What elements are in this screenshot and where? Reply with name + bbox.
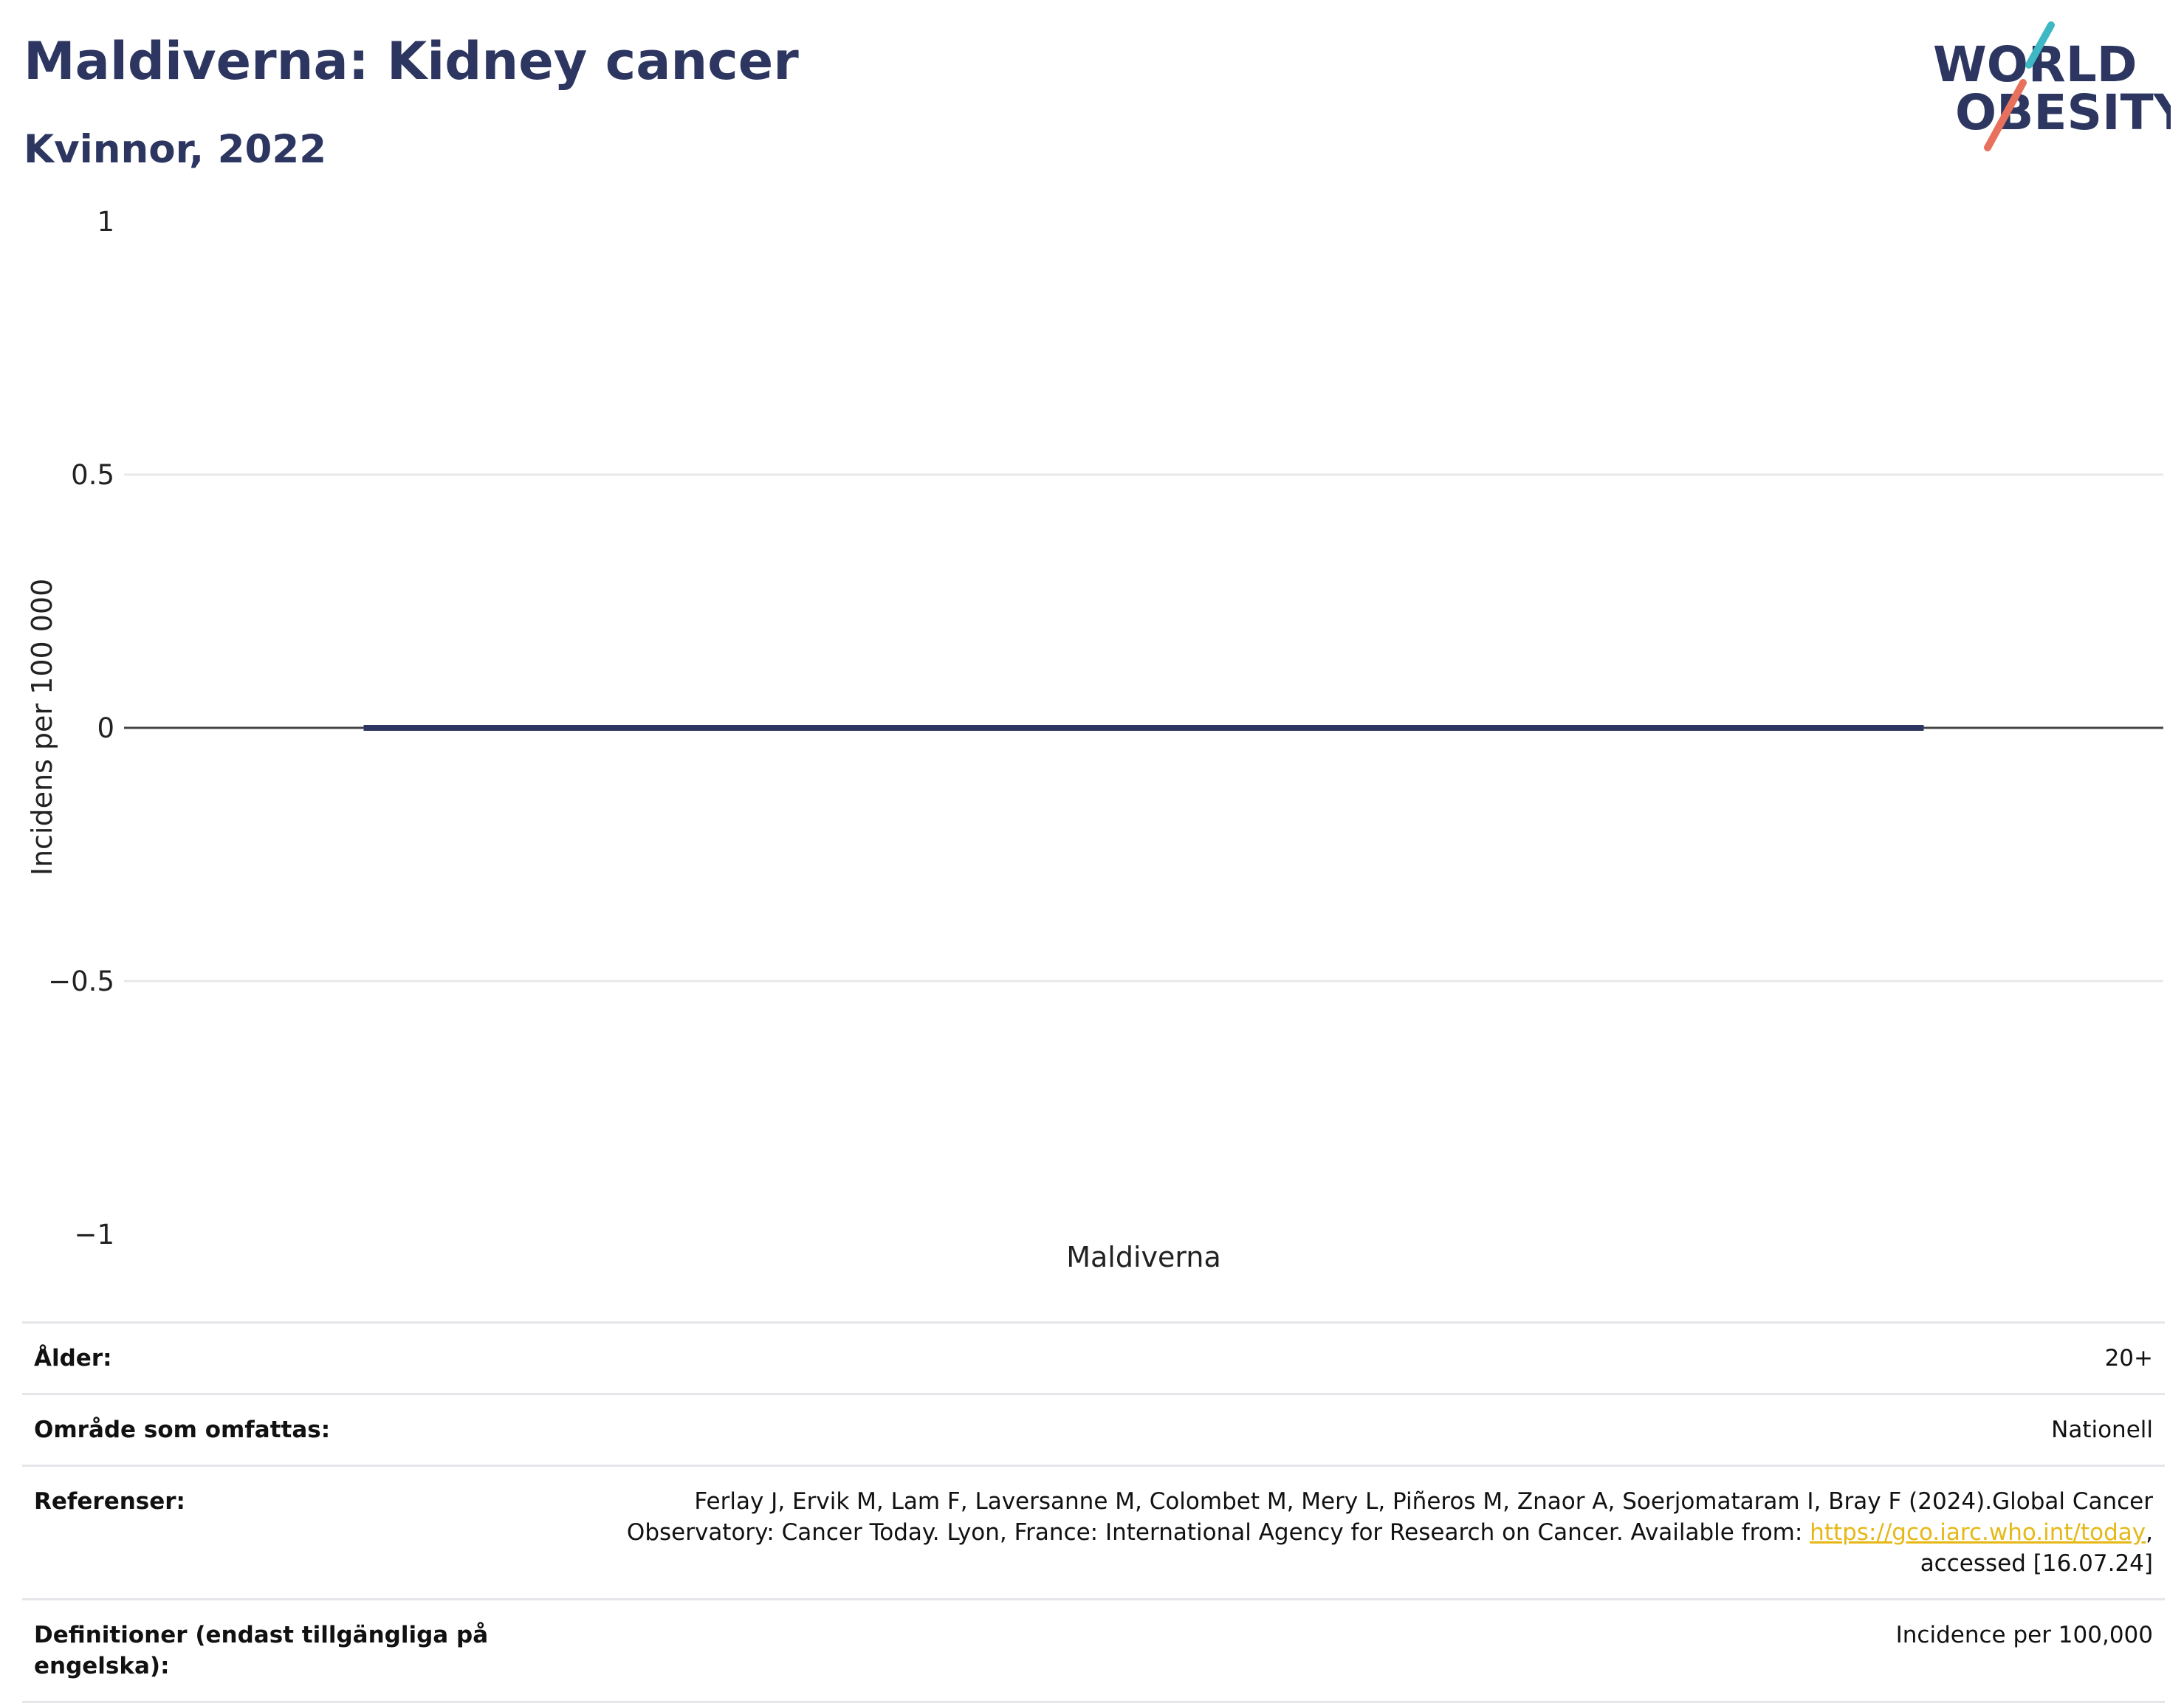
references-value: Ferlay J, Ervik M, Lam F, Laversanne M, … — [518, 1465, 2165, 1600]
age-label: Ålder: — [22, 1321, 518, 1394]
bars — [363, 725, 1924, 731]
logo-slash-coral — [1984, 79, 2027, 151]
coverage-value: Nationell — [518, 1393, 2165, 1466]
incidence-bar-chart: 1 0.5 0 −0.5 −1 Maldiverna Incidens per 100 … — [26, 206, 2163, 1273]
info-table: Ålder: 20+ Område som omfattas: Nationel… — [22, 1321, 2165, 1703]
y-tick-labels: 1 0.5 0 −0.5 −1 — [48, 206, 114, 1250]
world-obesity-logo: WORLD OBESITY — [1933, 21, 2171, 151]
y-axis-label: Incidens per 100 000 — [26, 579, 58, 876]
logo-text-world: WORLD — [1933, 36, 2137, 93]
references-link[interactable]: https://gco.iarc.who.int/today — [1810, 1519, 2146, 1546]
y-tick-label: 0.5 — [71, 459, 114, 491]
bar[interactable] — [363, 725, 1924, 731]
info-row-references: Referenser: Ferlay J, Ervik M, Lam F, La… — [22, 1465, 2165, 1600]
logo-text-obesity: OBESITY — [1955, 84, 2171, 141]
info-row-age: Ålder: 20+ — [22, 1321, 2165, 1394]
coverage-label: Område som omfattas: — [22, 1393, 518, 1466]
references-text-line2: Observatory: Cancer Today. Lyon, France:… — [626, 1519, 1810, 1546]
info-row-definitions: Definitioner (endast tillgängliga på eng… — [22, 1598, 2165, 1703]
chart-title: Maldiverna: Kidney cancer — [24, 31, 799, 92]
references-text-line3: accessed [16.07.24] — [1920, 1550, 2153, 1577]
y-tick-label: 1 — [97, 206, 114, 238]
references-label: Referenser: — [22, 1465, 518, 1600]
logo-slash-teal — [2025, 21, 2055, 69]
y-tick-label: −0.5 — [48, 966, 114, 997]
references-text-line1: Ferlay J, Ervik M, Lam F, Laversanne M, … — [694, 1488, 2153, 1515]
definitions-label: Definitioner (endast tillgängliga på eng… — [22, 1598, 518, 1703]
chart-subtitle: Kvinnor, 2022 — [24, 127, 327, 172]
references-text-comma: , — [2146, 1519, 2153, 1546]
info-row-coverage: Område som omfattas: Nationell — [22, 1393, 2165, 1466]
definitions-label-line1: Definitioner (endast tillgängliga på — [34, 1622, 489, 1648]
x-tick-label: Maldiverna — [1066, 1241, 1221, 1273]
y-tick-label: 0 — [97, 712, 114, 744]
x-tick-labels: Maldiverna — [1066, 1241, 1221, 1273]
definitions-label-line2: engelska): — [34, 1653, 170, 1679]
y-tick-label: −1 — [74, 1219, 114, 1250]
age-value: 20+ — [518, 1321, 2165, 1394]
definitions-value: Incidence per 100,000 — [518, 1598, 2165, 1703]
